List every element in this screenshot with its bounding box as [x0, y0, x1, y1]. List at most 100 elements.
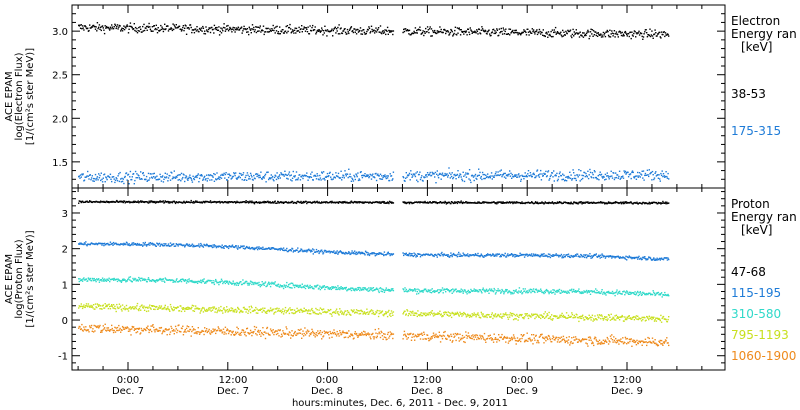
electron-data-point: [573, 31, 575, 33]
electron-data-point: [312, 179, 314, 181]
electron-data-point: [602, 31, 605, 34]
proton-data-point: [560, 253, 563, 256]
proton-data-point: [215, 201, 217, 203]
electron-data-point: [109, 176, 111, 179]
electron-data-point: [627, 32, 630, 35]
electron-data-point: [566, 32, 568, 35]
proton-data-point: [311, 202, 313, 204]
proton-data-point: [389, 254, 391, 257]
proton-data-point: [410, 201, 413, 204]
proton-data-point: [381, 290, 384, 293]
proton-legend-entry: 115-195: [731, 286, 781, 300]
proton-data-point: [286, 247, 288, 250]
proton-data-point: [536, 201, 539, 203]
proton-data-point: [326, 286, 329, 288]
electron-data-point: [242, 28, 245, 30]
electron-data-point: [575, 29, 577, 31]
proton-data-point: [639, 291, 641, 293]
electron-data-point: [313, 29, 316, 31]
proton-data-point: [383, 289, 385, 291]
electron-data-point: [89, 174, 91, 176]
electron-data-point: [442, 31, 444, 34]
electron-data-point: [196, 176, 198, 179]
electron-data-point: [367, 174, 369, 176]
electron-ylabel-line: log(Electron Flux): [14, 52, 25, 140]
electron-data-point: [641, 170, 643, 172]
proton-data-point: [567, 253, 570, 255]
proton-data-point: [201, 307, 203, 310]
electron-data-point: [101, 25, 104, 27]
electron-data-point: [128, 183, 130, 185]
electron-data-point: [267, 171, 269, 173]
proton-data-point: [216, 311, 218, 314]
proton-data-point: [413, 252, 415, 254]
electron-data-point: [637, 32, 639, 34]
electron-data-point: [363, 29, 365, 31]
electron-data-point: [201, 175, 203, 177]
proton-data-point: [434, 291, 436, 293]
proton-data-point: [239, 246, 241, 249]
proton-data-point: [377, 290, 380, 292]
proton-data-point: [600, 254, 602, 256]
electron-data-point: [167, 30, 170, 32]
proton-data-point: [192, 202, 194, 204]
proton-data-point: [321, 249, 323, 251]
electron-data-point: [458, 175, 460, 177]
electron-data-point: [317, 30, 320, 32]
proton-data-point: [200, 310, 202, 312]
electron-data-point: [331, 28, 333, 30]
electron-data-point: [328, 172, 331, 174]
proton-data-point: [315, 248, 318, 251]
electron-data-point: [499, 170, 501, 172]
proton-data-point: [492, 290, 494, 292]
electron-data-point: [258, 176, 260, 179]
proton-data-point: [174, 307, 177, 309]
electron-data-point: [364, 175, 367, 178]
proton-data-point: [558, 201, 560, 204]
electron-data-point: [235, 172, 237, 174]
electron-data-point: [109, 173, 112, 175]
proton-data-point: [452, 252, 455, 255]
electron-data-point: [162, 181, 165, 183]
electron-data-point: [347, 176, 349, 179]
proton-data-point: [291, 287, 293, 289]
electron-data-point: [163, 28, 165, 30]
proton-data-point: [341, 252, 344, 255]
proton-data-point: [482, 287, 484, 289]
electron-data-point: [98, 177, 101, 179]
proton-data-point: [79, 278, 81, 280]
proton-data-point: [359, 253, 362, 255]
proton-data-point: [360, 201, 362, 204]
electron-data-point: [101, 181, 104, 183]
proton-data-point: [191, 304, 194, 307]
electron-data-point: [156, 28, 158, 31]
electron-data-point: [457, 170, 459, 172]
electron-data-point: [419, 178, 422, 181]
electron-data-point: [548, 179, 550, 181]
electron-data-point: [246, 172, 249, 174]
proton-data-point: [604, 292, 607, 294]
proton-data-point: [605, 294, 607, 296]
proton-data-point: [195, 200, 197, 202]
electron-data-point: [431, 35, 433, 37]
proton-data-point: [504, 252, 506, 255]
electron-data-point: [177, 26, 179, 29]
proton-data-point: [339, 251, 341, 253]
electron-data-point: [172, 23, 174, 25]
proton-data-point: [169, 242, 172, 244]
proton-data-point: [313, 249, 315, 251]
electron-data-point: [549, 33, 551, 36]
electron-data-point: [370, 178, 373, 180]
proton-data-point: [501, 289, 504, 292]
electron-data-point: [616, 33, 619, 36]
electron-data-point: [352, 178, 354, 181]
proton-data-point: [222, 282, 224, 285]
proton-data-point: [483, 290, 486, 292]
proton-data-point: [212, 244, 214, 246]
electron-data-point: [224, 173, 227, 176]
proton-data-point: [391, 201, 393, 203]
proton-data-point: [107, 307, 110, 310]
electron-data-point: [268, 30, 271, 33]
proton-data-point: [374, 252, 376, 255]
electron-data-point: [227, 176, 230, 179]
